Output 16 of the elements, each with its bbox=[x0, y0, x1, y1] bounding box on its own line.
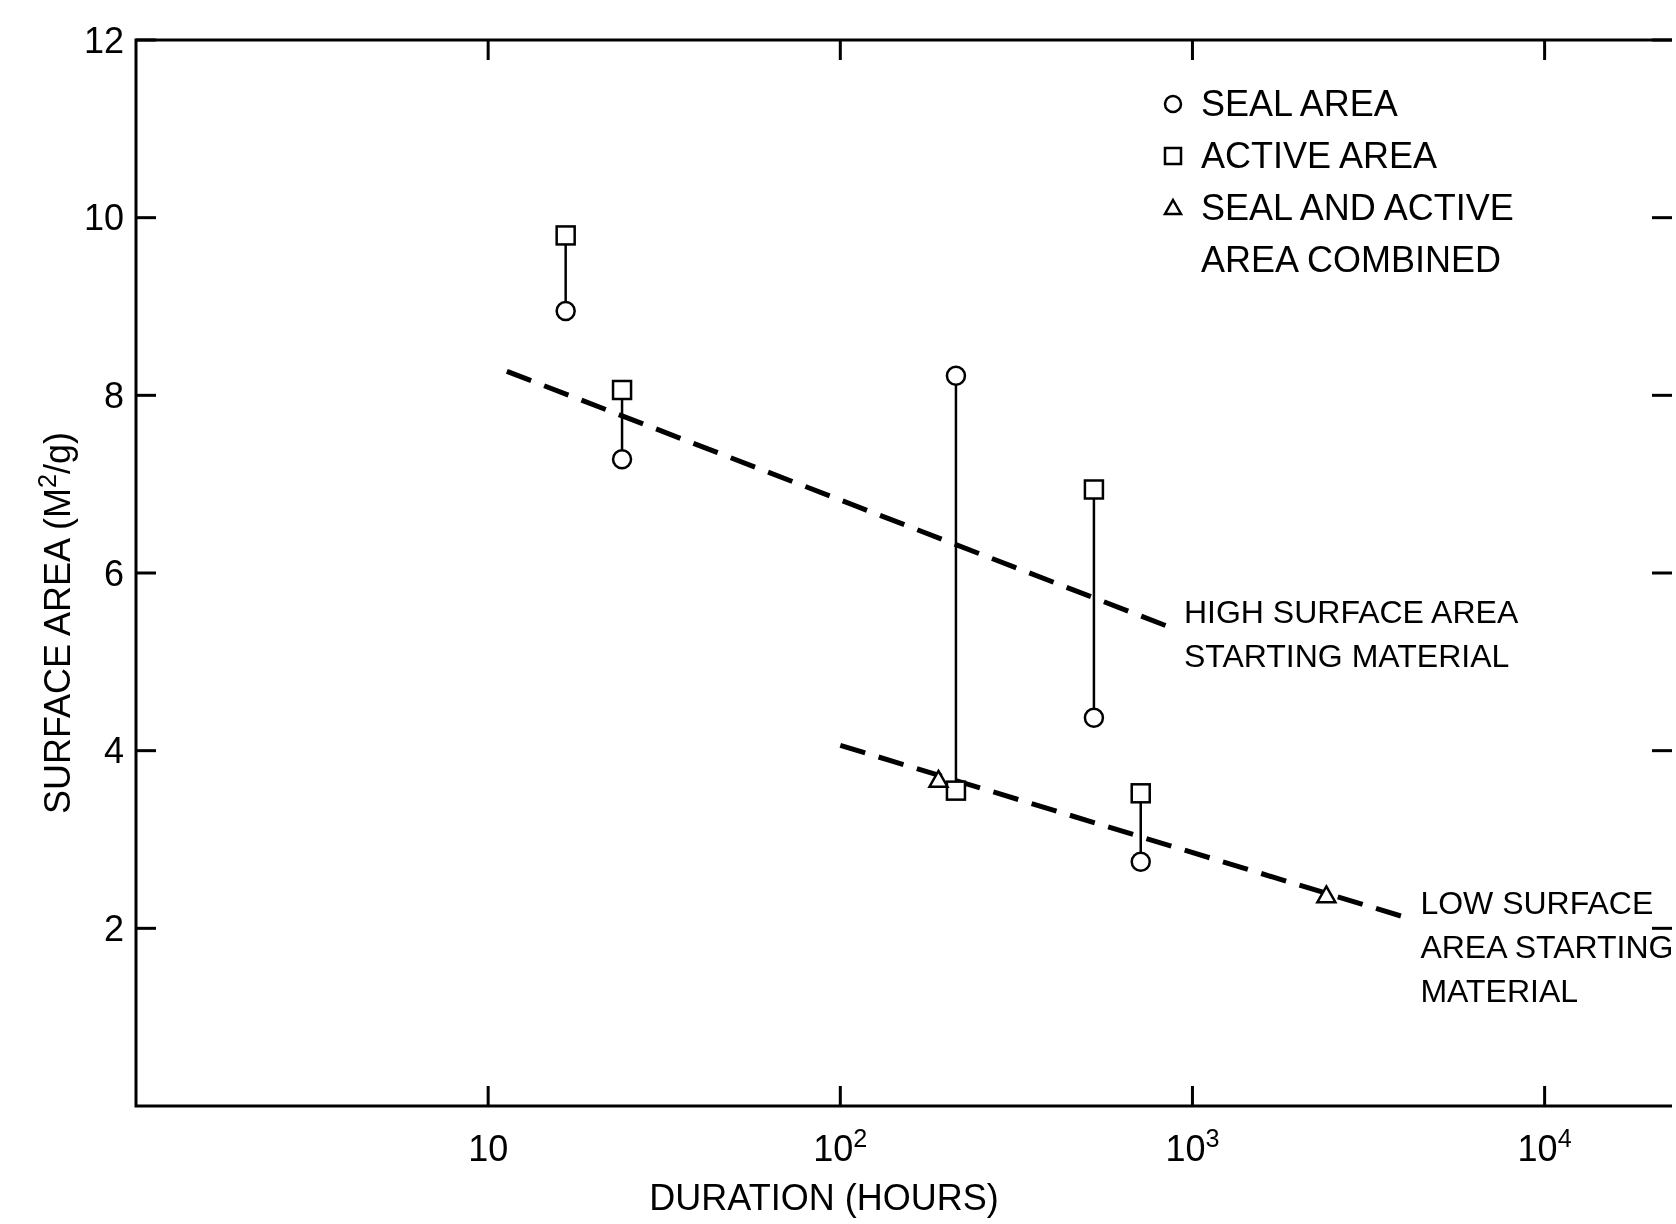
annotation: LOW SURFACE AREA STARTING MATERIAL bbox=[1420, 884, 1674, 1009]
y-tick-label: 6 bbox=[103, 552, 124, 594]
y-tick-label: 8 bbox=[103, 374, 124, 416]
y-tick-label: 2 bbox=[103, 907, 124, 949]
x-tick-label: 10$^{4}$ bbox=[1517, 1124, 1572, 1169]
y-tick-label: 12 bbox=[83, 19, 124, 61]
legend-label: SEAL AREA bbox=[1201, 83, 1398, 124]
x-tick-label: 10$^{2}$ bbox=[813, 1124, 868, 1169]
legend-label: ACTIVE AREA bbox=[1201, 135, 1438, 176]
x-tick-label: 10$^{3}$ bbox=[1165, 1124, 1220, 1169]
legend-label: SEAL AND ACTIVE AREA COMBINED bbox=[1201, 187, 1514, 280]
x-axis-title: DURATION (HOURS) bbox=[649, 1177, 999, 1218]
y-tick-label: 10 bbox=[83, 197, 124, 239]
y-tick-label: 4 bbox=[103, 730, 124, 772]
x-tick-label: 10 bbox=[468, 1128, 509, 1169]
annotation: HIGH SURFACE AREA STARTING MATERIAL bbox=[1183, 594, 1519, 675]
